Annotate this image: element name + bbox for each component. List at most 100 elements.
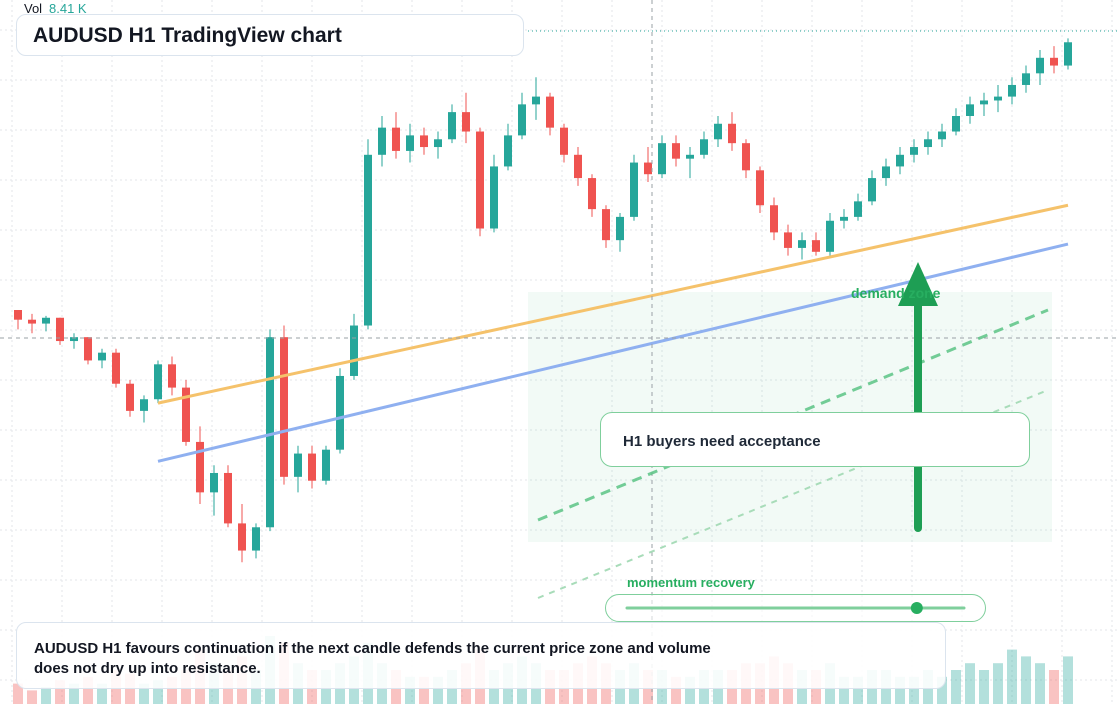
note-text: H1 buyers need acceptance — [623, 433, 821, 450]
candle-body — [420, 135, 428, 148]
volume-bar — [993, 663, 1003, 704]
volume-bar — [1063, 656, 1073, 704]
volume-bar — [951, 670, 961, 704]
momentum-slider-handle[interactable] — [910, 602, 923, 614]
candle-body — [882, 166, 890, 179]
candle-body — [210, 472, 218, 493]
candle-body — [1064, 42, 1072, 66]
candle-body — [924, 139, 932, 148]
candle-body — [378, 127, 386, 155]
candle-body — [280, 337, 288, 477]
candle-body — [840, 216, 848, 221]
candle-body — [560, 127, 568, 155]
candle-body — [70, 337, 78, 342]
volume-bar — [153, 680, 163, 704]
bullish-arrow-icon — [898, 262, 938, 306]
candlesticks — [14, 38, 1072, 563]
momentum-label: momentum recovery — [627, 575, 755, 590]
candle-body — [686, 154, 694, 159]
note-card: H1 buyers need acceptance — [600, 412, 1030, 467]
volume-bar — [1049, 670, 1059, 704]
candle-body — [350, 325, 358, 376]
volume-bar — [895, 676, 905, 704]
chart-title-card: AUDUSD H1 TradingView chart — [16, 14, 524, 56]
candle-body — [462, 112, 470, 132]
volume-bar — [937, 676, 947, 704]
candle-body — [812, 240, 820, 252]
candle-body — [518, 104, 526, 136]
candle-body — [14, 310, 22, 320]
candle-body — [630, 162, 638, 217]
momentum-slider[interactable] — [605, 594, 986, 622]
candle-body — [644, 162, 652, 175]
volume-bar — [979, 670, 989, 704]
volume-bar — [13, 683, 23, 704]
volume-bar — [27, 690, 37, 704]
volume-bar — [139, 683, 149, 704]
candle-body — [392, 127, 400, 151]
candle-body — [826, 220, 834, 252]
volume-bar — [167, 676, 177, 704]
candle-body — [252, 527, 260, 551]
volume-bar — [83, 676, 93, 704]
candle-body — [798, 240, 806, 248]
volume-bar — [97, 683, 107, 704]
candle-body — [658, 143, 666, 175]
volume-bar — [909, 676, 919, 704]
candle-body — [588, 178, 596, 210]
candle-body — [140, 399, 148, 411]
candle-body — [1008, 84, 1016, 97]
candle-body — [784, 232, 792, 248]
candle-body — [994, 96, 1002, 101]
candle-body — [756, 170, 764, 206]
volume-bar — [405, 676, 415, 704]
candle-body — [742, 143, 750, 171]
candle-body — [910, 147, 918, 155]
candle-body — [126, 383, 134, 411]
candle-body — [476, 131, 484, 229]
candle-body — [532, 96, 540, 105]
volume-bar — [671, 676, 681, 704]
candle-body — [238, 523, 246, 551]
candle-body — [168, 364, 176, 388]
candle-body — [28, 319, 36, 324]
candle-body — [1022, 73, 1030, 85]
volume-bar — [1035, 663, 1045, 704]
candle-body — [1050, 57, 1058, 66]
volume-bar — [839, 676, 849, 704]
candle-body — [896, 154, 904, 167]
candle-body — [854, 201, 862, 217]
demand-zone-label: demand zone — [851, 285, 941, 301]
candle-body — [1036, 57, 1044, 74]
candle-body — [770, 205, 778, 233]
volume-bar — [853, 676, 863, 704]
candle-body — [224, 472, 232, 524]
volume-bar — [41, 687, 51, 704]
trendline — [157, 203, 1069, 405]
volume-bar — [685, 676, 695, 704]
volume-bar — [419, 676, 429, 704]
candle-body — [406, 135, 414, 151]
candle-body — [266, 337, 274, 528]
candle-body — [504, 135, 512, 167]
candle-body — [308, 453, 316, 481]
candle-body — [490, 166, 498, 229]
volume-value: 8.41 K — [49, 1, 87, 16]
caption-card: AUDUSD H1 favours continuation if the ne… — [16, 622, 946, 689]
candle-body — [574, 154, 582, 179]
chart-title: AUDUSD H1 TradingView chart — [33, 24, 342, 47]
caption-text: AUDUSD H1 favours continuation if the ne… — [34, 640, 711, 677]
candle-body — [952, 116, 960, 132]
volume-bar — [69, 683, 79, 704]
candle-body — [196, 441, 204, 493]
candle-body — [546, 96, 554, 128]
candle-body — [434, 139, 442, 148]
candle-body — [980, 100, 988, 105]
momentum-slider-track — [625, 602, 966, 614]
candle-body — [602, 209, 610, 241]
candle-body — [448, 112, 456, 140]
volume-bar — [1021, 656, 1031, 704]
candle-body — [938, 131, 946, 140]
candle-body — [868, 178, 876, 202]
candle-body — [294, 453, 302, 477]
